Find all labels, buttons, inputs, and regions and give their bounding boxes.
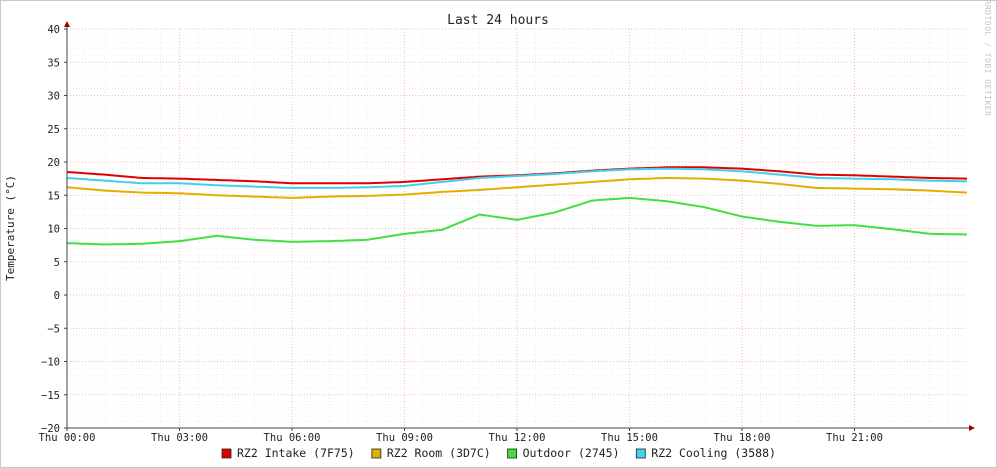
y-tick-label: −20 xyxy=(41,423,60,435)
grid xyxy=(66,28,967,429)
y-tick-label: 35 xyxy=(47,57,60,69)
y-axis-label: Temperature (°C) xyxy=(4,175,17,281)
y-axis-ticks: 40 35 30 25 20 15 10 5 0 −5 −10 −15 −20 xyxy=(41,24,67,435)
legend-swatch xyxy=(221,448,232,459)
watermark: RRDTOOL / TOBI OETIKER xyxy=(983,0,992,116)
y-tick-label: 10 xyxy=(47,224,60,236)
x-tick-label: Thu 21:00 xyxy=(826,432,883,444)
x-tick-label: Thu 03:00 xyxy=(151,432,208,444)
x-tick-label: Thu 15:00 xyxy=(601,432,658,444)
legend-label: RZ2 Cooling (3588) xyxy=(651,446,776,460)
x-axis-arrow xyxy=(969,425,975,431)
series-line-rz2-cooling-3588 xyxy=(66,167,967,189)
x-tick-label: Thu 12:00 xyxy=(489,432,546,444)
y-tick-label: 5 xyxy=(54,257,60,269)
legend-label: Outdoor (2745) xyxy=(523,446,620,460)
x-tick-label: Thu 06:00 xyxy=(264,432,321,444)
legend-label: RZ2 Intake (7F75) xyxy=(237,446,355,460)
y-tick-label: 15 xyxy=(47,190,60,202)
x-axis-ticks: Thu 00:00 Thu 03:00 Thu 06:00 Thu 09:00 Thu … xyxy=(39,428,883,444)
legend: RZ2 Intake (7F75) RZ2 Room (3D7C) Outdoor … xyxy=(221,446,776,460)
chart-title: Last 24 hours xyxy=(447,13,549,28)
y-axis-arrow xyxy=(64,21,70,27)
legend-swatch xyxy=(371,448,382,459)
series-line-outdoor-2745 xyxy=(66,196,967,246)
y-tick-label: −5 xyxy=(47,323,60,335)
y-tick-label: 25 xyxy=(47,124,60,136)
legend-swatch xyxy=(635,448,646,459)
x-tick-label: Thu 00:00 xyxy=(39,432,96,444)
legend-label: RZ2 Room (3D7C) xyxy=(387,446,491,460)
y-tick-label: 20 xyxy=(47,157,60,169)
axes xyxy=(64,21,975,431)
y-tick-label: 0 xyxy=(54,290,60,302)
y-tick-label: 40 xyxy=(47,24,60,36)
series-line-rz2-room-3d7c xyxy=(66,177,968,199)
y-tick-label: −10 xyxy=(41,357,60,369)
series-lines xyxy=(66,166,968,246)
y-tick-label: 30 xyxy=(47,91,60,103)
x-tick-label: Thu 09:00 xyxy=(376,432,433,444)
y-tick-label: −15 xyxy=(41,390,60,402)
x-tick-label: Thu 18:00 xyxy=(714,432,771,444)
legend-swatch xyxy=(507,448,518,459)
